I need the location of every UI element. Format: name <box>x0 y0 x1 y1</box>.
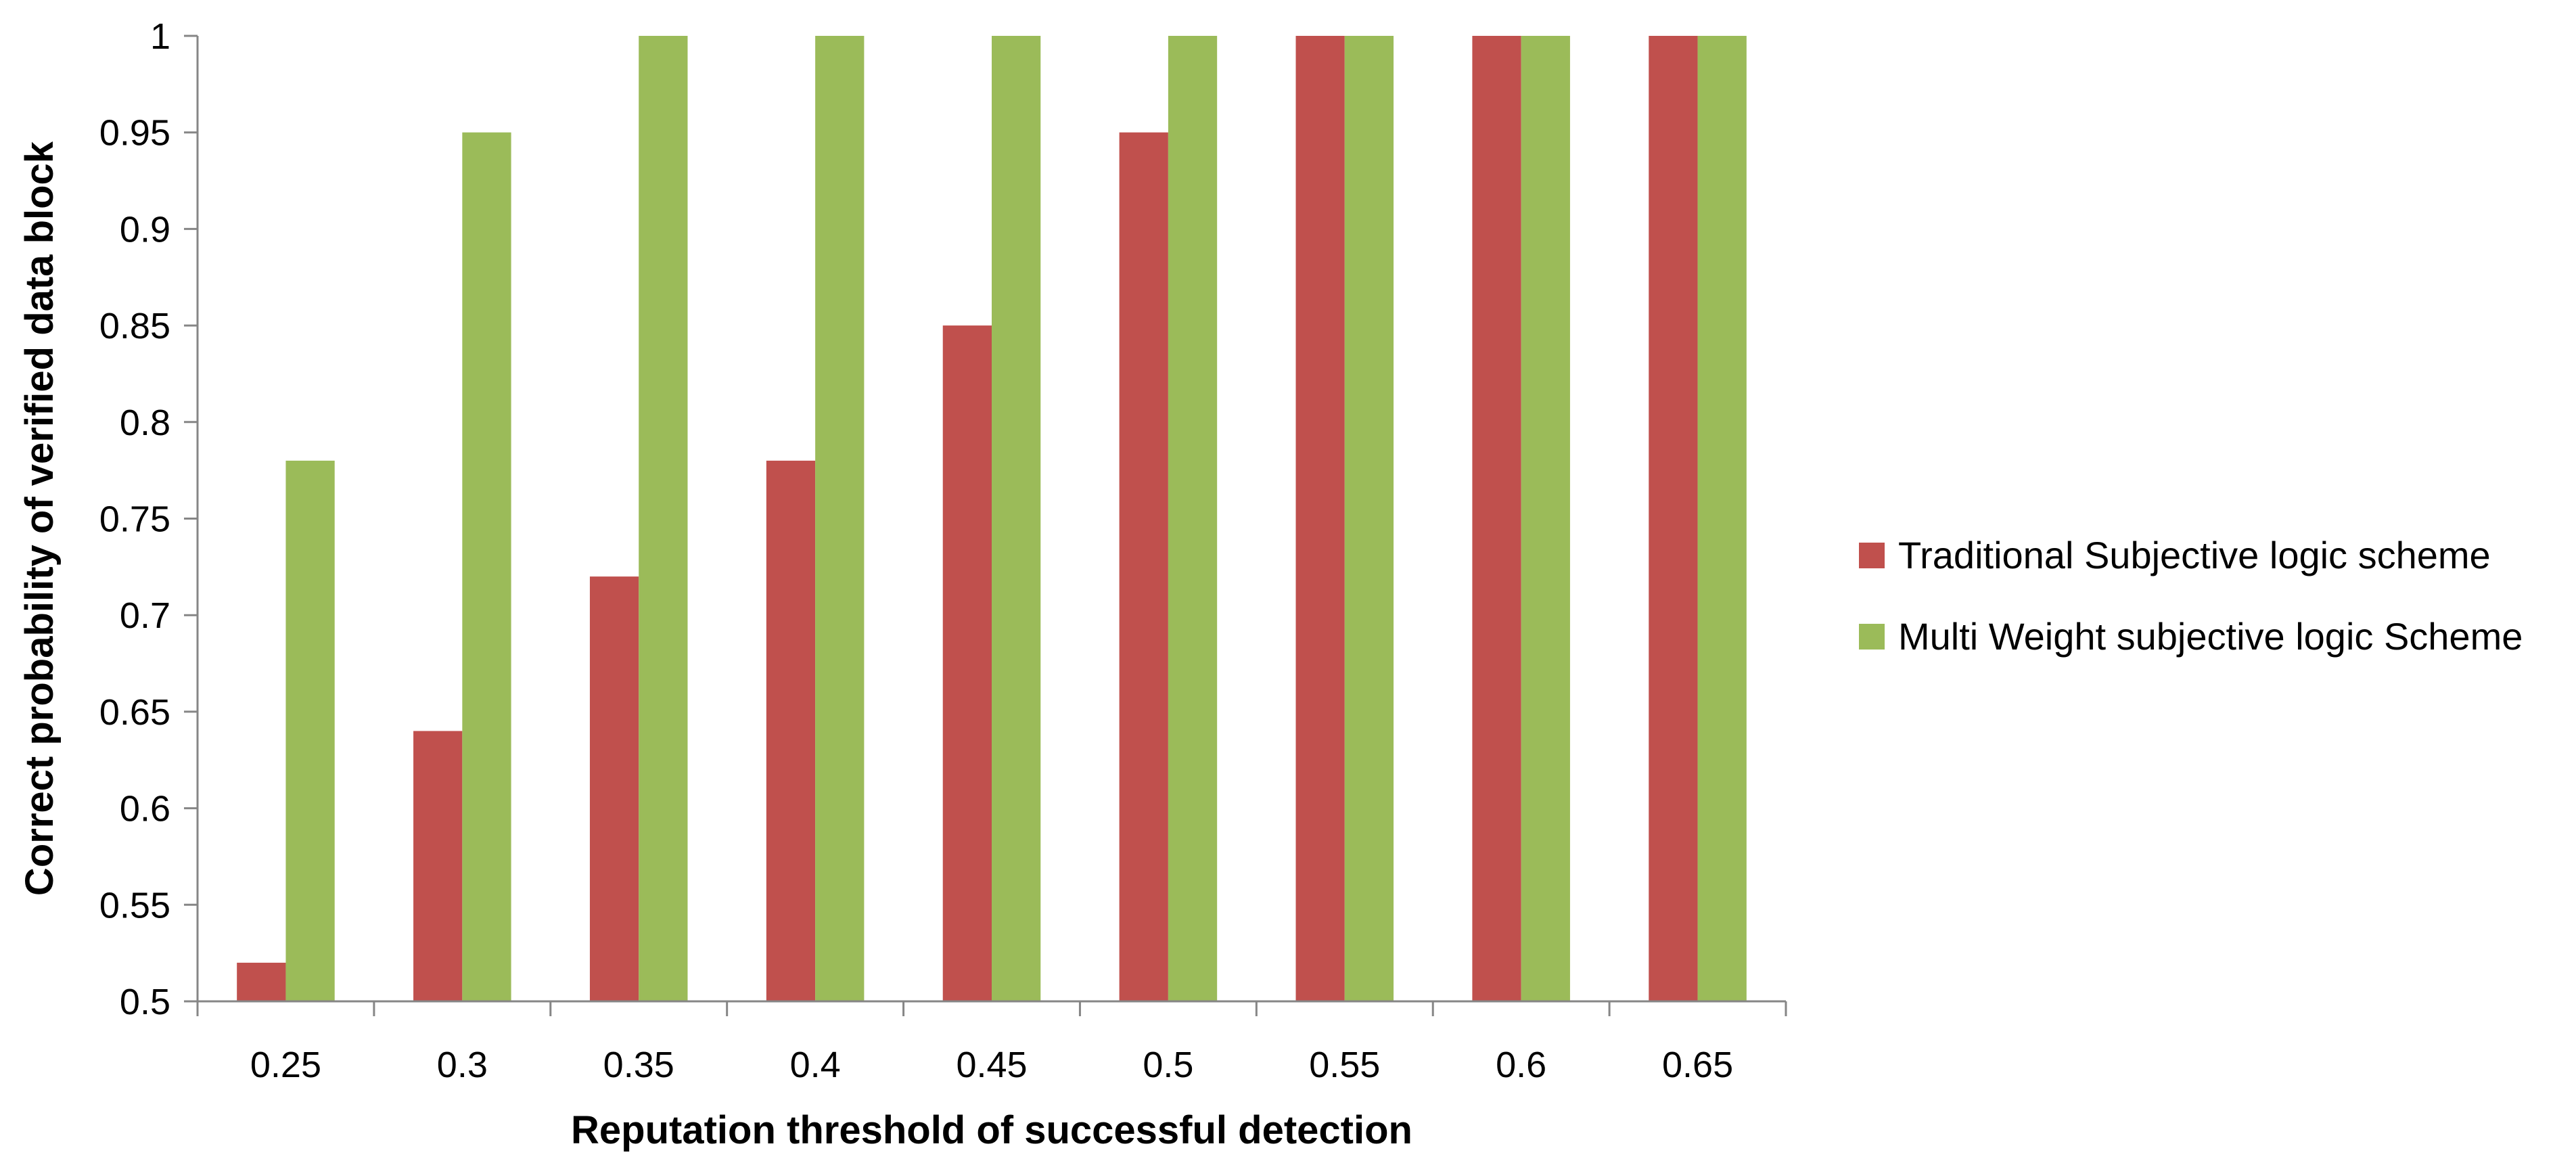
bar-traditional-0.45 <box>942 325 992 1002</box>
y-tick-label: 0.5 <box>120 982 170 1022</box>
y-tick-label: 0.6 <box>120 789 170 829</box>
bar-traditional-0.4 <box>766 460 816 1001</box>
y-ticks-group: 0.5 0.55 0.6 0.65 0.7 0.75 0.8 0.85 0.9 0.95 1 <box>99 16 198 1022</box>
bar-multi-weight-0.4 <box>815 36 865 1001</box>
y-tick-label: 0.75 <box>99 499 170 540</box>
legend-swatch-multi-weight <box>1859 624 1885 650</box>
x-tick-label: 0.6 <box>1496 1045 1546 1085</box>
bar-multi-weight-0.55 <box>1344 36 1394 1001</box>
x-tick-label: 0.35 <box>603 1045 674 1085</box>
bar-multi-weight-0.6 <box>1521 36 1570 1001</box>
bars-group <box>237 36 1747 1002</box>
x-axis-title: Reputation threshold of successful detec… <box>571 1108 1412 1152</box>
bar-traditional-0.3 <box>413 731 463 1001</box>
y-tick-label: 0.85 <box>99 306 170 346</box>
bar-multi-weight-0.65 <box>1697 36 1747 1001</box>
bar-traditional-0.55 <box>1295 36 1345 1001</box>
bar-traditional-0.6 <box>1472 36 1521 1001</box>
bar-traditional-0.65 <box>1649 36 1698 1001</box>
x-tick-label: 0.3 <box>437 1045 488 1085</box>
bar-traditional-0.25 <box>237 962 286 1001</box>
bar-multi-weight-0.35 <box>639 36 688 1001</box>
bar-traditional-0.5 <box>1119 132 1168 1002</box>
legend-label-traditional: Traditional Subjective logic scheme <box>1898 534 2491 576</box>
x-tick-label: 0.65 <box>1662 1045 1733 1085</box>
y-tick-label: 0.7 <box>120 595 170 636</box>
y-tick-label: 0.9 <box>120 209 170 250</box>
x-tick-label: 0.4 <box>790 1045 841 1085</box>
bar-multi-weight-0.25 <box>285 460 335 1001</box>
y-axis-title: Correct probability of verified data blo… <box>18 141 62 896</box>
bar-multi-weight-0.45 <box>992 36 1041 1001</box>
legend-swatch-traditional <box>1859 543 1885 568</box>
y-tick-label: 0.55 <box>99 885 170 926</box>
x-tick-label: 0.45 <box>956 1045 1027 1085</box>
y-tick-label: 1 <box>150 16 170 57</box>
y-tick-label: 0.95 <box>99 113 170 154</box>
x-tick-label: 0.5 <box>1143 1045 1193 1085</box>
bar-multi-weight-0.3 <box>462 132 511 1002</box>
bar-multi-weight-0.5 <box>1168 36 1218 1001</box>
legend: Traditional Subjective logic scheme Multi… <box>1859 534 2523 658</box>
bar-traditional-0.35 <box>589 576 639 1001</box>
y-tick-label: 0.8 <box>120 403 170 443</box>
x-ticks-group: 0.25 0.3 0.35 0.4 0.45 0.5 0.55 0.6 0.65 <box>196 1001 1787 1085</box>
x-tick-label: 0.55 <box>1309 1045 1380 1085</box>
y-tick-label: 0.65 <box>99 692 170 733</box>
x-tick-label: 0.25 <box>250 1045 321 1085</box>
legend-label-multi-weight: Multi Weight subjective logic Scheme <box>1898 615 2523 658</box>
